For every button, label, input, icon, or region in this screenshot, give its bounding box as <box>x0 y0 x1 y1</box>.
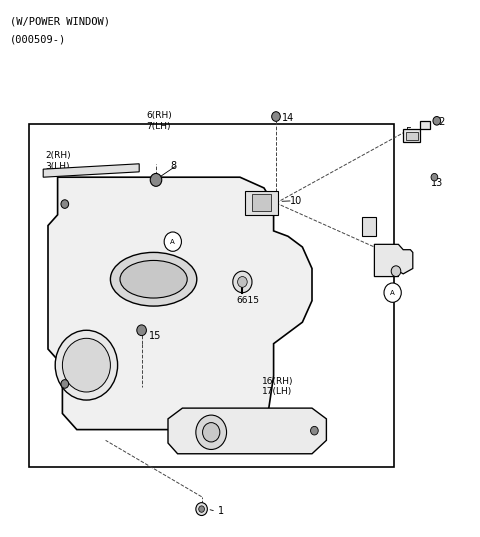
Text: 15: 15 <box>149 331 161 340</box>
Circle shape <box>196 503 207 516</box>
Text: 1: 1 <box>218 506 225 516</box>
Text: 5: 5 <box>406 127 412 136</box>
Text: (000509-): (000509-) <box>10 35 66 45</box>
Text: 2(RH)
3(LH): 2(RH) 3(LH) <box>46 151 71 171</box>
Circle shape <box>199 506 204 512</box>
Circle shape <box>272 112 280 121</box>
Text: 13: 13 <box>431 178 444 187</box>
Circle shape <box>203 423 220 442</box>
Circle shape <box>150 173 162 186</box>
Circle shape <box>137 325 146 336</box>
Circle shape <box>391 266 401 277</box>
Polygon shape <box>43 164 139 177</box>
Polygon shape <box>403 121 430 142</box>
Ellipse shape <box>120 260 187 298</box>
Text: 14: 14 <box>282 113 295 123</box>
Circle shape <box>431 173 438 181</box>
Text: A: A <box>390 289 395 296</box>
Text: 12: 12 <box>434 118 447 127</box>
Text: 4: 4 <box>378 254 384 264</box>
Circle shape <box>55 330 118 400</box>
Text: 8: 8 <box>170 162 177 171</box>
Text: 11: 11 <box>389 264 401 273</box>
Polygon shape <box>48 177 312 430</box>
Text: 9: 9 <box>363 229 370 239</box>
Circle shape <box>238 277 247 287</box>
Bar <box>252 194 271 211</box>
Text: 16(RH)
17(LH): 16(RH) 17(LH) <box>262 377 293 396</box>
Circle shape <box>61 380 69 388</box>
Circle shape <box>61 200 69 208</box>
Circle shape <box>311 426 318 435</box>
Circle shape <box>62 338 110 392</box>
Text: 6(RH)
7(LH): 6(RH) 7(LH) <box>146 111 172 130</box>
Circle shape <box>164 232 181 251</box>
Polygon shape <box>168 408 326 454</box>
Text: (W/POWER WINDOW): (W/POWER WINDOW) <box>10 16 109 26</box>
Bar <box>29 124 394 467</box>
Bar <box>362 217 376 236</box>
Bar <box>406 132 418 140</box>
Bar <box>245 191 278 215</box>
Circle shape <box>233 271 252 293</box>
Text: A: A <box>170 238 175 245</box>
Ellipse shape <box>110 252 197 306</box>
Circle shape <box>433 117 441 125</box>
Circle shape <box>384 283 401 302</box>
Polygon shape <box>374 244 413 277</box>
Text: 6615: 6615 <box>236 296 259 305</box>
Circle shape <box>196 415 227 449</box>
Text: 10: 10 <box>290 196 303 206</box>
